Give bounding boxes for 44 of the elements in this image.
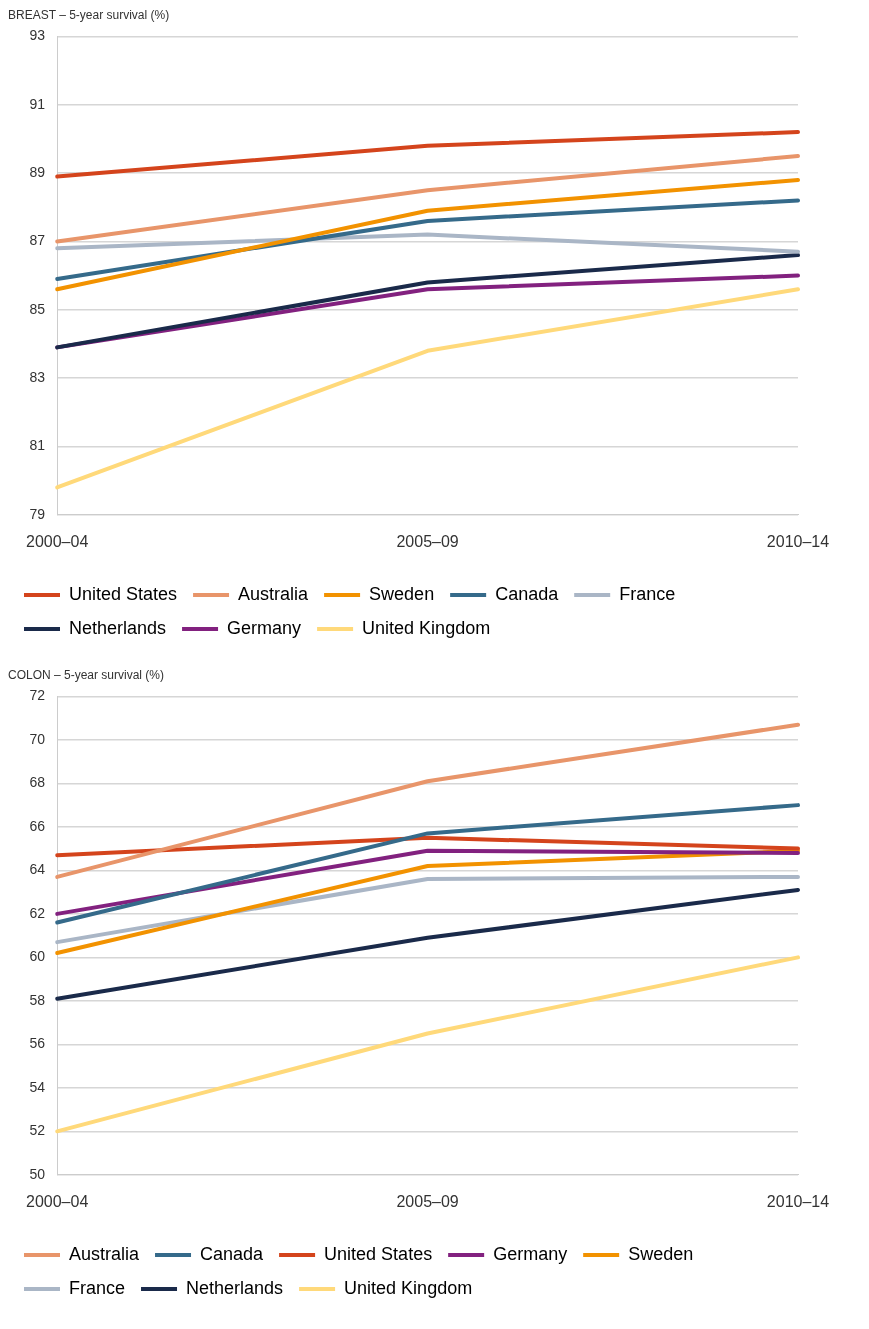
y-tick-label: 89 <box>29 163 46 180</box>
legend-label: Australia <box>238 583 310 604</box>
legend-label: Canada <box>495 583 560 604</box>
y-tick-label: 72 <box>29 687 46 704</box>
y-tick-label: 50 <box>29 1165 46 1182</box>
y-tick-label: 64 <box>29 861 46 878</box>
y-tick-label: 66 <box>29 817 46 834</box>
y-tick-label: 60 <box>29 948 46 965</box>
chart-title: COLON – 5-year survival (%) <box>8 667 165 682</box>
y-tick-label: 70 <box>29 730 46 747</box>
y-tick-label: 85 <box>29 300 46 317</box>
y-tick-label: 56 <box>29 1035 46 1052</box>
x-tick-label: 2005–09 <box>396 532 459 550</box>
legend-label: United Kingdom <box>344 1277 473 1298</box>
x-tick-label: 2010–14 <box>766 532 830 550</box>
x-tick-label: 2010–14 <box>766 1192 830 1210</box>
legend-label: Sweden <box>628 1243 694 1264</box>
y-tick-label: 58 <box>29 991 46 1008</box>
legend-label: United States <box>69 583 178 604</box>
legend-label: Germany <box>493 1243 568 1264</box>
x-tick-label: 2005–09 <box>396 1192 459 1210</box>
x-tick-label: 2000–04 <box>26 532 89 550</box>
y-tick-label: 93 <box>29 27 46 44</box>
chart-title: BREAST – 5-year survival (%) <box>8 7 170 22</box>
y-tick-label: 52 <box>29 1122 46 1139</box>
legend-label: France <box>69 1277 126 1298</box>
y-tick-label: 62 <box>29 904 46 921</box>
legend-label: United Kingdom <box>362 617 491 638</box>
y-tick-label: 83 <box>29 368 46 385</box>
legend-label: Sweden <box>369 583 435 604</box>
legend-label: Germany <box>227 617 302 638</box>
legend-label: Netherlands <box>69 617 167 638</box>
y-tick-label: 87 <box>29 232 46 249</box>
y-tick-label: 54 <box>29 1078 46 1095</box>
legend-label: France <box>619 583 676 604</box>
legend-label: Australia <box>69 1243 141 1264</box>
y-tick-label: 81 <box>29 437 46 454</box>
legend-label: United States <box>324 1243 433 1264</box>
y-tick-label: 68 <box>29 774 46 791</box>
x-tick-label: 2000–04 <box>26 1192 89 1210</box>
y-tick-label: 79 <box>29 505 46 522</box>
legend-label: Netherlands <box>186 1277 284 1298</box>
y-tick-label: 91 <box>29 95 46 112</box>
legend-label: Canada <box>200 1243 265 1264</box>
